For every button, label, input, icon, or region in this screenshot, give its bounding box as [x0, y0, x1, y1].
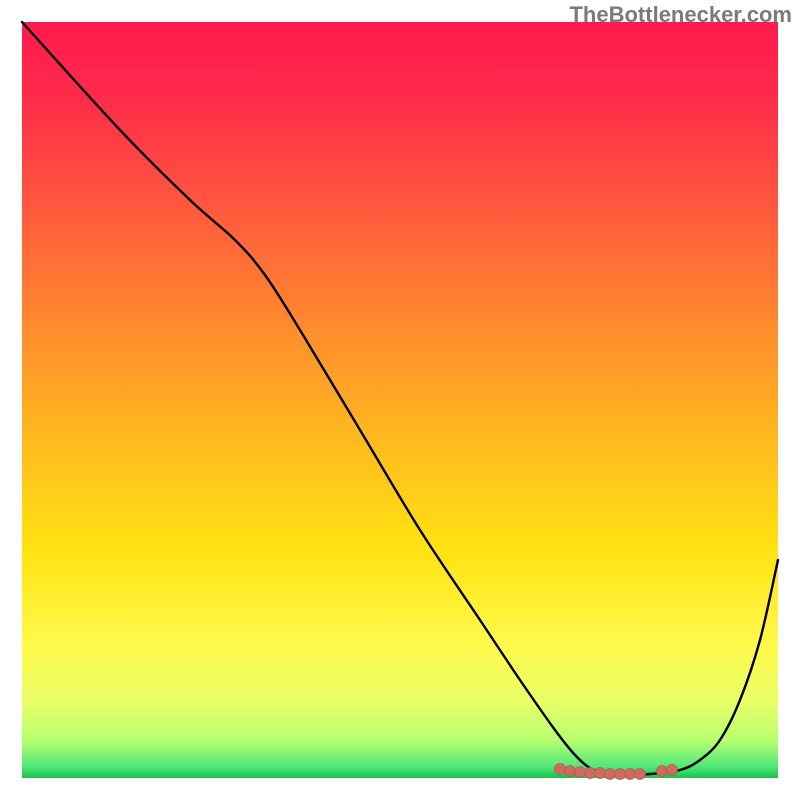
chart-container: TheBottlenecker.com: [0, 0, 800, 800]
watermark-text: TheBottlenecker.com: [569, 2, 792, 28]
gradient-background: [22, 22, 778, 778]
